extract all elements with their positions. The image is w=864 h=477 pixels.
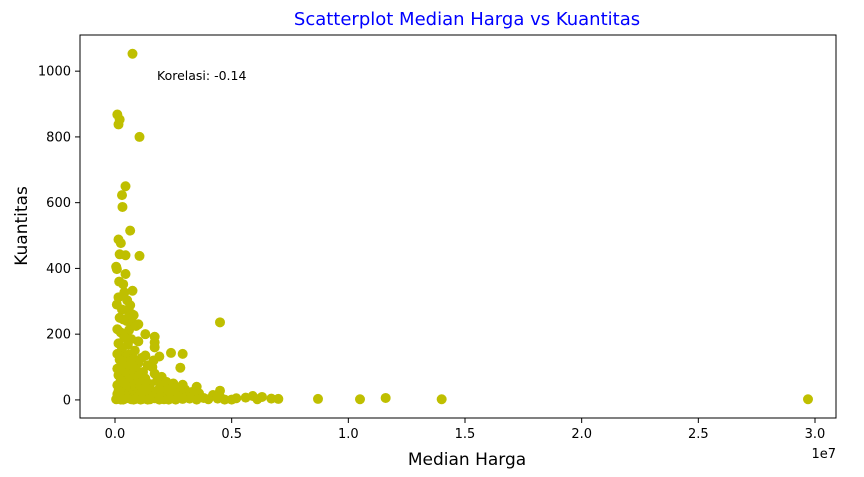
data-point [124, 325, 134, 336]
chart-title: Scatterplot Median Harga vs Kuantitas [294, 9, 640, 30]
data-point [149, 342, 160, 353]
data-point [273, 393, 284, 404]
data-point [120, 269, 131, 280]
x-axis-offset-label: 1e7 [811, 447, 836, 462]
data-point [120, 250, 131, 261]
data-point [170, 394, 181, 405]
x-tick-label: 1.5 [455, 427, 476, 442]
data-point [135, 394, 146, 405]
data-point [175, 362, 186, 373]
data-point [142, 394, 153, 405]
points-layer [111, 48, 813, 405]
data-point [118, 394, 129, 405]
data-point [215, 317, 225, 328]
data-point [111, 264, 122, 275]
data-point [125, 225, 136, 236]
data-point [134, 131, 145, 142]
plot-frame [79, 34, 837, 419]
y-tick-label: 200 [46, 328, 71, 343]
data-point [380, 392, 391, 403]
y-tick-label: 600 [46, 196, 71, 211]
x-tick-label: 1.0 [338, 427, 359, 442]
x-tick-label: 0.5 [221, 427, 242, 442]
data-point [127, 48, 138, 59]
data-point [133, 336, 144, 347]
data-point [203, 394, 214, 405]
x-tick-label: 3.0 [805, 427, 826, 442]
y-tick-label: 1000 [38, 65, 71, 80]
data-point [128, 310, 139, 321]
data-point [355, 394, 365, 405]
data-point [240, 392, 251, 403]
x-axis-ticks: 0.0 0.5 1.0 1.5 2.0 2.5 3.0 [105, 418, 826, 442]
x-axis-label: Median Harga [408, 450, 526, 470]
data-point [219, 394, 230, 405]
y-tick-label: 0 [63, 393, 71, 408]
data-point [313, 393, 323, 404]
x-tick-label: 0.0 [105, 427, 126, 442]
data-point [115, 238, 126, 249]
x-tick-label: 2.0 [571, 427, 592, 442]
data-point [191, 394, 202, 405]
data-point [252, 394, 263, 405]
data-point [166, 347, 176, 358]
data-point [117, 201, 128, 212]
correlation-annotation: Korelasi: -0.14 [157, 68, 246, 83]
data-point [128, 394, 139, 405]
data-point [803, 394, 813, 405]
x-tick-label: 2.5 [688, 427, 709, 442]
data-point [140, 329, 151, 340]
y-axis-label: Kuantitas [12, 186, 32, 266]
data-point [177, 348, 188, 359]
data-point [118, 279, 129, 290]
data-point [154, 394, 165, 405]
y-tick-label: 800 [46, 130, 71, 145]
data-point [436, 394, 447, 405]
y-tick-label: 400 [46, 262, 71, 277]
y-axis-ticks: 0 200 400 600 800 1000 [38, 65, 80, 408]
data-point [120, 181, 131, 192]
data-point [134, 250, 145, 261]
data-point [127, 285, 138, 296]
data-point [226, 394, 237, 405]
data-point [117, 190, 127, 201]
data-point [163, 394, 174, 405]
data-point [113, 119, 124, 130]
